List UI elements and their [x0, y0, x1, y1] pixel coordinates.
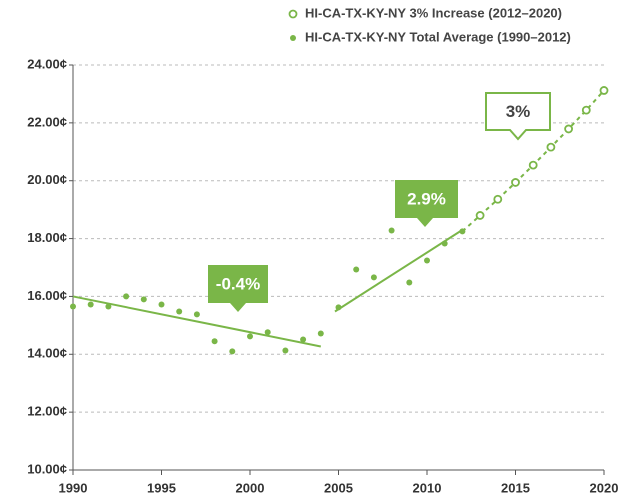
data-point	[424, 257, 430, 264]
trend-line	[334, 229, 463, 313]
data-point	[229, 348, 236, 355]
data-point	[599, 86, 609, 95]
data-point	[581, 105, 591, 115]
data-point	[388, 227, 395, 234]
data-point	[493, 194, 503, 204]
data-point	[475, 211, 485, 220]
data-point	[564, 124, 573, 134]
data-point	[353, 266, 360, 273]
x-tick-label: 1990	[59, 480, 88, 495]
data-point	[70, 303, 76, 310]
callout-box	[208, 265, 268, 312]
y-tick-label: 20.00¢	[27, 172, 67, 187]
data-point	[158, 301, 165, 308]
x-tick-label: 1995	[147, 480, 176, 495]
data-point	[441, 240, 448, 247]
x-tick-label: 2020	[590, 480, 619, 495]
y-tick-label: 10.00¢	[27, 461, 67, 476]
data-point	[546, 142, 556, 152]
callout-label: -0.4%	[216, 274, 260, 293]
data-point	[105, 303, 112, 310]
y-tick-label: 22.00¢	[27, 114, 67, 129]
data-point	[193, 311, 200, 318]
data-point	[335, 304, 342, 311]
callout-label: 3%	[506, 102, 531, 121]
callout-box	[395, 180, 458, 227]
data-point	[511, 178, 520, 187]
legend-label: HI-CA-TX-KY-NY 3% Increase (2012–2020)	[305, 5, 562, 20]
data-point	[211, 338, 218, 345]
data-point	[176, 308, 183, 315]
x-tick-label: 2005	[324, 480, 353, 495]
data-point	[300, 336, 307, 343]
data-point	[528, 160, 538, 170]
y-tick-label: 16.00¢	[27, 288, 67, 303]
legend-marker	[290, 35, 296, 41]
data-point	[247, 333, 253, 340]
x-tick-label: 2000	[236, 480, 265, 495]
callout-label: 2.9%	[407, 189, 446, 208]
x-tick-label: 2010	[413, 480, 442, 495]
data-point	[140, 296, 147, 303]
y-tick-label: 24.00¢	[27, 56, 67, 71]
y-tick-label: 18.00¢	[27, 230, 67, 245]
data-point	[370, 274, 377, 281]
callout: -0.4%	[208, 265, 268, 312]
y-tick-label: 14.00¢	[27, 346, 67, 361]
trend-line	[72, 295, 321, 348]
data-point	[87, 301, 94, 308]
data-point	[406, 279, 413, 286]
data-point	[317, 330, 324, 337]
data-point	[123, 293, 130, 300]
data-point	[459, 228, 466, 235]
callout: 2.9%	[395, 180, 458, 227]
data-point	[264, 329, 271, 336]
data-point	[282, 347, 289, 354]
legend-label: HI-CA-TX-KY-NY Total Average (1990–2012)	[305, 29, 571, 44]
y-tick-label: 12.00¢	[27, 404, 67, 419]
legend-marker	[288, 9, 298, 19]
callout-box	[485, 92, 551, 141]
callout: 3%	[485, 92, 551, 141]
x-tick-label: 2015	[501, 480, 530, 495]
